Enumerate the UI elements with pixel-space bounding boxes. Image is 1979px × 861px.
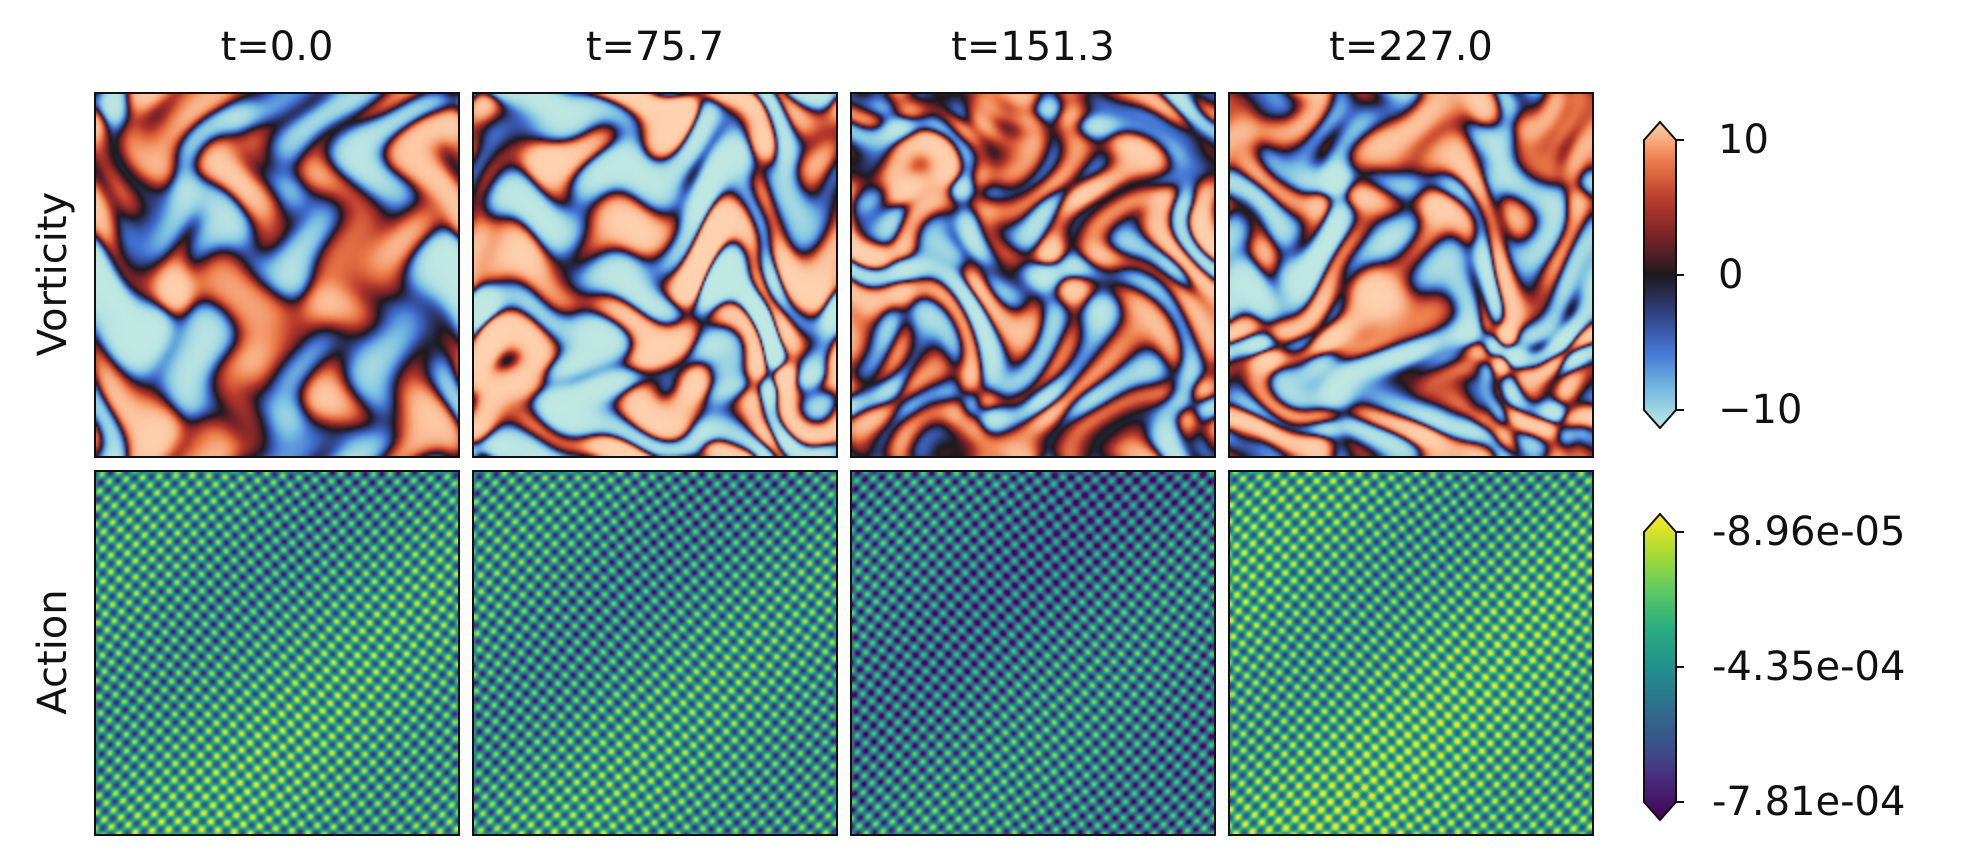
action-field-t3 <box>1230 472 1592 834</box>
column-title-t2: t=151.3 <box>951 24 1115 70</box>
row-label-vorticity: Vorticity <box>30 191 76 357</box>
row-label-action: Action <box>30 589 76 715</box>
action-panel-t3 <box>1228 470 1594 836</box>
action-colorbar <box>1643 512 1684 822</box>
column-title-t1: t=75.7 <box>585 24 725 70</box>
action-panel-t1 <box>472 470 838 836</box>
vorticity-colorbar <box>1643 120 1684 430</box>
action-colorbar-label-max: -8.96e-05 <box>1712 509 1906 555</box>
vorticity-field-t1 <box>474 94 836 456</box>
vorticity-panel-t0 <box>94 92 460 458</box>
action-colorbar-label-mid: -4.35e-04 <box>1712 644 1906 690</box>
vorticity-panel-t3 <box>1228 92 1594 458</box>
column-title-t3: t=227.0 <box>1329 24 1493 70</box>
vorticity-field-t3 <box>1230 94 1592 456</box>
action-panel-t0 <box>94 470 460 836</box>
action-panel-t2 <box>850 470 1216 836</box>
vorticity-panel-t2 <box>850 92 1216 458</box>
action-field-t1 <box>474 472 836 834</box>
action-field-t2 <box>852 472 1214 834</box>
vorticity-field-t0 <box>96 94 458 456</box>
vorticity-field-t2 <box>852 94 1214 456</box>
vorticity-colorbar-label-max: 10 <box>1718 117 1769 163</box>
vorticity-panel-t1 <box>472 92 838 458</box>
action-field-t0 <box>96 472 458 834</box>
vorticity-colorbar-label-min: −10 <box>1718 387 1803 433</box>
vorticity-colorbar-label-zero: 0 <box>1718 252 1744 298</box>
action-colorbar-label-min: -7.81e-04 <box>1712 779 1906 825</box>
column-title-t0: t=0.0 <box>220 24 334 70</box>
